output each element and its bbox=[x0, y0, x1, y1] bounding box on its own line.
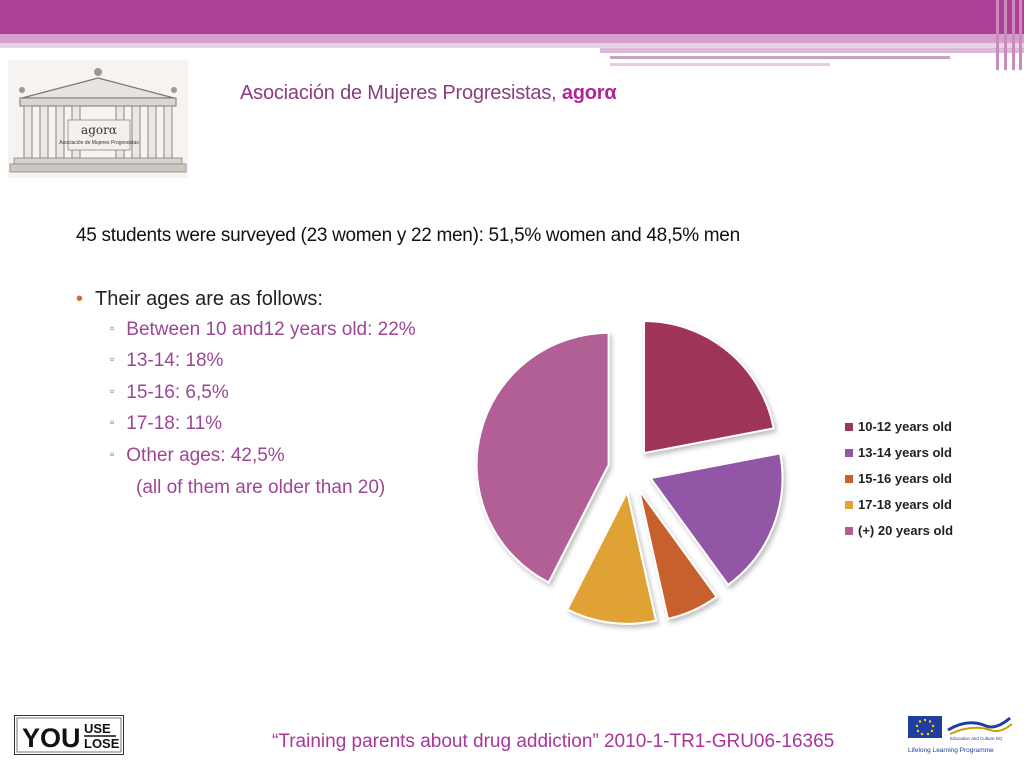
agora-logo: agorα Asociación de Mujeres Progresistas bbox=[8, 60, 188, 178]
square-bullet-icon: ▫ bbox=[110, 321, 115, 335]
legend-label: (+) 20 years old bbox=[858, 523, 954, 538]
page-title-text: Asociación de Mujeres Progresistas, bbox=[240, 82, 557, 104]
legend-label: 15-16 years old bbox=[858, 471, 952, 486]
sub-bullet-text: 17-18: 11% bbox=[126, 413, 223, 434]
header-rule bbox=[1019, 0, 1022, 70]
legend-label: 13-14 years old bbox=[858, 445, 952, 460]
sub-bullet-text: 13-14: 18% bbox=[126, 350, 224, 371]
legend-label: 10-12 years old bbox=[858, 419, 952, 434]
sub-bullet: ▫ Other ages: 42,5% bbox=[110, 445, 285, 467]
survey-summary: 45 students were surveyed (23 women y 22… bbox=[76, 225, 740, 246]
legend-swatch bbox=[845, 501, 853, 509]
legend-swatch bbox=[845, 475, 853, 483]
sub-bullet: ▫ 13-14: 18% bbox=[110, 350, 223, 372]
age-pie-chart bbox=[475, 320, 784, 625]
youuse-bottom: LOSE bbox=[84, 736, 120, 751]
page-title: Asociación de Mujeres Progresistas, agor… bbox=[240, 82, 617, 105]
legend-swatch bbox=[845, 449, 853, 457]
header-stripe bbox=[600, 48, 1024, 53]
youuse-top: USE bbox=[84, 721, 111, 736]
sub-bullet: ▫ Between 10 and12 years old: 22% bbox=[110, 319, 416, 341]
youuse-logo: YOU USE LOSE bbox=[14, 715, 124, 755]
bullet-ages-text: Their ages are as follows: bbox=[95, 288, 323, 310]
eu-llp: Lifelong Learning Programme bbox=[908, 747, 994, 754]
bullet-ages: • Their ages are as follows: bbox=[76, 288, 323, 311]
youuse-big: YOU bbox=[22, 723, 81, 753]
square-bullet-icon: ▫ bbox=[110, 415, 115, 429]
sub-bullet: ▫ 17-18: 11% bbox=[110, 413, 222, 435]
pie-slice-20-years-old bbox=[475, 331, 610, 584]
header-bar bbox=[0, 0, 1024, 34]
square-bullet-icon: ▫ bbox=[110, 447, 115, 461]
sub-bullet-note: (all of them are older than 20) bbox=[136, 477, 386, 498]
bullet-dot-icon: • bbox=[76, 288, 84, 310]
header-stripe bbox=[610, 56, 950, 59]
sub-bullet-text: Other ages: 42,5% bbox=[126, 445, 285, 466]
pie-slice-13-14-years-old bbox=[648, 452, 784, 587]
header-rule bbox=[1004, 0, 1007, 70]
brand-name: agorα bbox=[561, 82, 617, 104]
legend-swatch bbox=[845, 527, 853, 535]
header-stripe bbox=[610, 63, 830, 66]
logo-subtitle: Asociación de Mujeres Progresistas bbox=[59, 140, 139, 146]
header-stripe bbox=[0, 34, 1024, 43]
footer-project: “Training parents about drug addiction” … bbox=[272, 731, 835, 752]
header-stripe bbox=[0, 43, 1024, 48]
square-bullet-icon: ▫ bbox=[110, 384, 115, 398]
sub-bullet-text: 15-16: 6,5% bbox=[126, 382, 229, 403]
header-rule bbox=[996, 0, 999, 70]
logo-name: agorα bbox=[81, 123, 117, 137]
eu-dg: Education and Culture DG bbox=[950, 736, 1003, 741]
sub-bullet-text: Between 10 and12 years old: 22% bbox=[126, 319, 416, 340]
pie-slice-10-12-years-old bbox=[643, 320, 775, 455]
pie-slice-17-18-years-old bbox=[565, 488, 658, 625]
sub-bullet: ▫ 15-16: 6,5% bbox=[110, 382, 229, 404]
header-rule bbox=[1012, 0, 1015, 70]
pie-slice-15-16-years-old bbox=[638, 489, 719, 621]
eu-logo: Education and Culture DG Lifelong Learni… bbox=[906, 712, 1018, 758]
legend-swatch bbox=[845, 423, 853, 431]
square-bullet-icon: ▫ bbox=[110, 352, 115, 366]
legend-label: 17-18 years old bbox=[858, 497, 952, 512]
